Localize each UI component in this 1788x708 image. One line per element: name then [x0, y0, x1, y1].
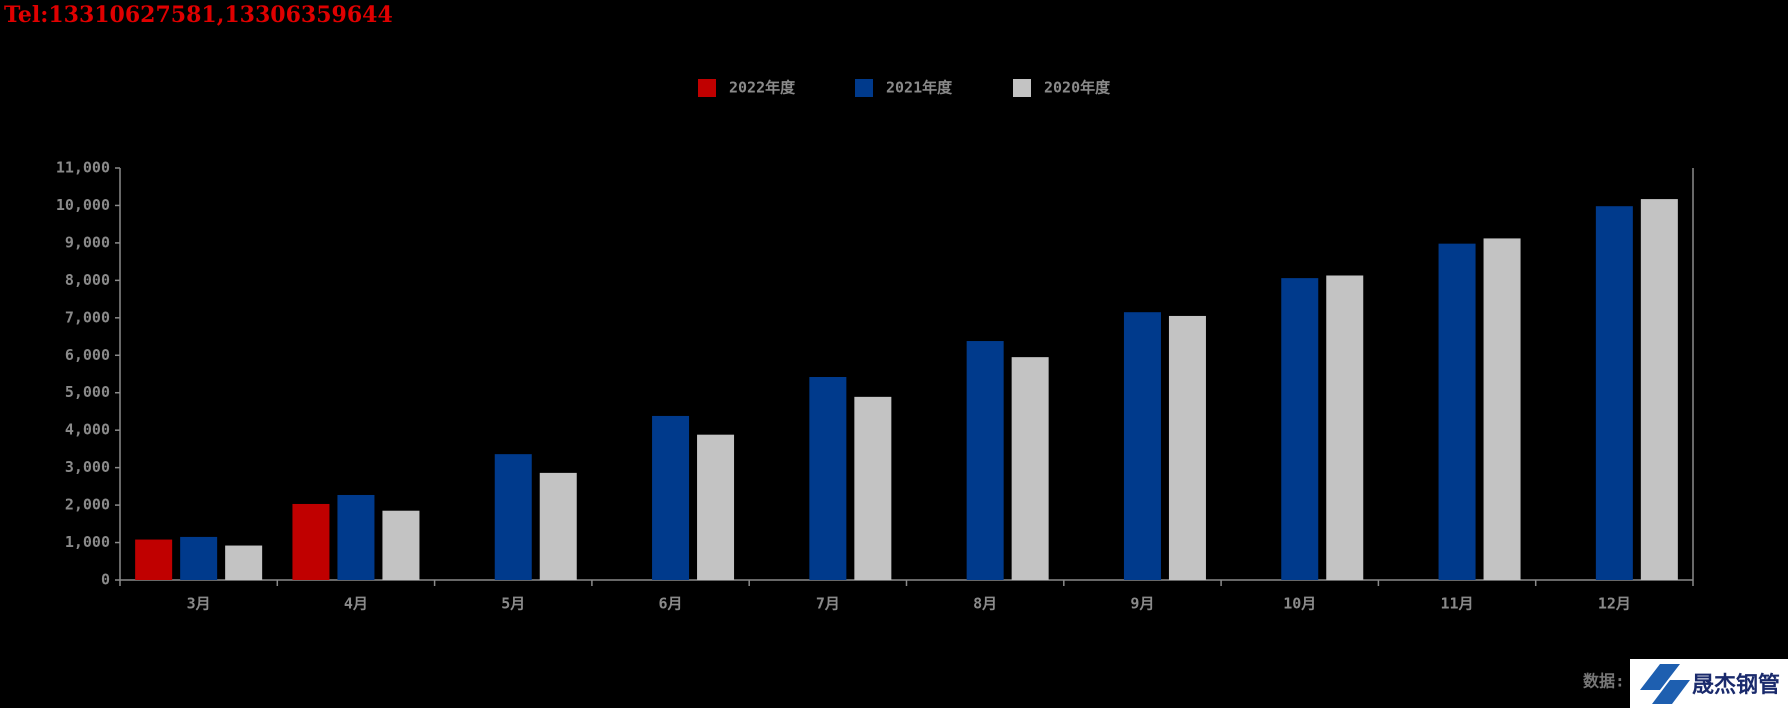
- bar: [1011, 357, 1049, 580]
- bar: [652, 415, 690, 580]
- x-tick-label: 6月: [659, 595, 683, 613]
- y-tick-label: 2,000: [65, 496, 110, 514]
- bar: [966, 341, 1004, 580]
- legend-label: 2022年度: [729, 79, 796, 97]
- source-note: 数据:: [1583, 672, 1625, 691]
- bar: [697, 434, 735, 580]
- y-tick-label: 6,000: [65, 346, 110, 364]
- legend-swatch: [855, 79, 873, 97]
- bar: [180, 536, 218, 580]
- bar: [1483, 238, 1521, 580]
- y-tick-label: 8,000: [65, 271, 110, 289]
- y-tick-label: 1,000: [65, 533, 110, 551]
- logo: 晟杰钢管: [1630, 659, 1788, 708]
- y-tick-label: 10,000: [56, 196, 110, 214]
- x-tick-label: 4月: [344, 595, 368, 613]
- x-tick-label: 11月: [1441, 595, 1474, 613]
- x-tick-label: 3月: [187, 595, 211, 613]
- y-tick-label: 3,000: [65, 458, 110, 476]
- legend-label: 2020年度: [1044, 79, 1111, 97]
- legend-label: 2021年度: [886, 79, 953, 97]
- logo-icon: [1640, 664, 1690, 704]
- x-tick-label: 7月: [816, 595, 840, 613]
- bar: [1281, 278, 1319, 580]
- contact: Tel:13310627581,13306359644: [4, 2, 393, 28]
- bar: [135, 539, 173, 580]
- x-tick-label: 9月: [1130, 595, 1154, 613]
- bar: [1640, 199, 1678, 580]
- bar: [1438, 243, 1476, 580]
- x-tick-label: 8月: [973, 595, 997, 613]
- y-tick-label: 0: [101, 571, 110, 589]
- x-tick-label: 10月: [1283, 595, 1316, 613]
- legend-swatch: [1013, 79, 1031, 97]
- x-tick-label: 12月: [1598, 595, 1631, 613]
- bar: [1326, 275, 1364, 580]
- logo-text: 晟杰钢管: [1692, 672, 1780, 698]
- bar: [382, 510, 420, 580]
- bar: [854, 396, 892, 580]
- y-tick-label: 4,000: [65, 421, 110, 439]
- bar: [1595, 206, 1633, 580]
- y-tick-label: 5,000: [65, 383, 110, 401]
- y-tick-label: 7,000: [65, 308, 110, 326]
- bar: [292, 503, 330, 580]
- bar: [494, 454, 532, 580]
- bar: [337, 494, 375, 580]
- bar: [809, 376, 847, 580]
- legend-swatch: [698, 79, 716, 97]
- y-tick-label: 9,000: [65, 233, 110, 251]
- bar: [1168, 315, 1206, 580]
- bar: [225, 545, 263, 580]
- y-tick-label: 11,000: [56, 159, 110, 177]
- bar: [1123, 312, 1161, 580]
- x-tick-label: 5月: [501, 595, 525, 613]
- bar: [539, 472, 577, 580]
